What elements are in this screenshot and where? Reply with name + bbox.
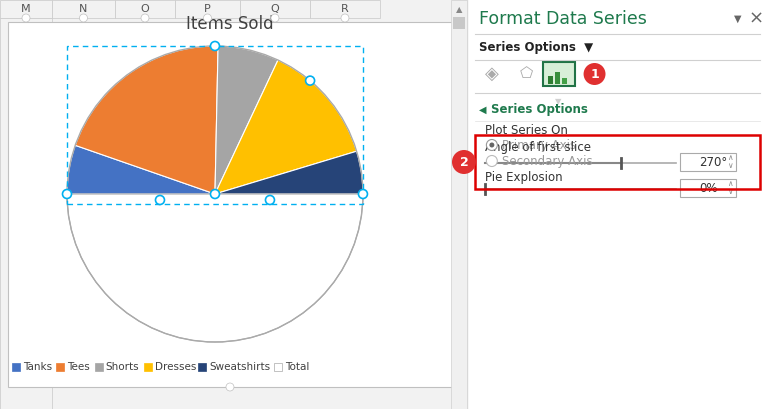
Circle shape: [271, 14, 279, 22]
Bar: [548, 76, 553, 84]
Bar: [144, 363, 152, 371]
Bar: [451, 0, 467, 409]
Bar: [12, 363, 20, 371]
Bar: [198, 363, 207, 371]
Bar: [554, 72, 560, 84]
Text: ▲: ▲: [455, 5, 462, 14]
Bar: [175, 0, 240, 18]
Bar: [310, 0, 380, 18]
Text: 1: 1: [590, 67, 599, 81]
Text: Q: Q: [270, 4, 280, 14]
Wedge shape: [215, 151, 363, 194]
Text: 0%: 0%: [699, 182, 718, 195]
Text: Secondary Axis: Secondary Axis: [502, 155, 592, 168]
Circle shape: [341, 14, 349, 22]
Text: Series Options: Series Options: [491, 103, 588, 117]
Bar: [680, 153, 736, 171]
Circle shape: [306, 76, 315, 85]
Wedge shape: [67, 194, 363, 342]
Text: ◀: ◀: [479, 105, 486, 115]
Text: Pie Explosion: Pie Explosion: [485, 171, 562, 184]
Bar: [475, 135, 760, 189]
Text: ◈: ◈: [485, 65, 498, 83]
Bar: [240, 0, 310, 18]
Bar: [67, 46, 363, 204]
Circle shape: [210, 189, 220, 198]
Bar: [561, 78, 567, 84]
Text: M: M: [22, 4, 31, 14]
Text: ▼: ▼: [734, 14, 742, 24]
Text: ∨: ∨: [727, 162, 733, 171]
Text: Shorts: Shorts: [106, 362, 140, 372]
Circle shape: [486, 139, 498, 151]
Bar: [94, 363, 103, 371]
Circle shape: [62, 189, 71, 198]
Bar: [273, 363, 282, 371]
Text: N: N: [79, 4, 88, 14]
Circle shape: [22, 14, 30, 22]
Text: ∧: ∧: [727, 153, 733, 162]
Bar: [56, 363, 64, 371]
Text: Tanks: Tanks: [23, 362, 52, 372]
Circle shape: [141, 14, 149, 22]
Bar: [453, 17, 465, 29]
Text: 270°: 270°: [699, 155, 727, 169]
Text: ∧: ∧: [727, 180, 733, 189]
Text: O: O: [141, 4, 149, 14]
Wedge shape: [215, 46, 278, 194]
Circle shape: [210, 41, 220, 50]
Bar: [0, 0, 52, 18]
Bar: [680, 179, 736, 197]
Circle shape: [80, 14, 88, 22]
Wedge shape: [67, 145, 215, 194]
Bar: [115, 0, 175, 18]
Bar: [543, 62, 574, 86]
Text: P: P: [204, 4, 211, 14]
Wedge shape: [215, 60, 356, 194]
Text: Format Data Series: Format Data Series: [479, 10, 647, 28]
Text: Items Sold: Items Sold: [186, 15, 273, 33]
Circle shape: [452, 150, 476, 174]
Circle shape: [359, 189, 367, 198]
Text: Tees: Tees: [67, 362, 90, 372]
Text: Sweatshirts: Sweatshirts: [210, 362, 270, 372]
Text: Plot Series On: Plot Series On: [485, 124, 568, 137]
Text: 2: 2: [459, 155, 468, 169]
Text: R: R: [341, 4, 349, 14]
Circle shape: [584, 63, 605, 85]
Circle shape: [486, 155, 498, 166]
Text: ∨: ∨: [727, 187, 733, 196]
Text: Dresses: Dresses: [155, 362, 197, 372]
Circle shape: [155, 196, 164, 204]
Bar: [52, 0, 115, 18]
Text: Angle of first slice: Angle of first slice: [485, 142, 591, 155]
Text: ▼: ▼: [555, 97, 562, 106]
Text: Total: Total: [285, 362, 309, 372]
Text: ×: ×: [749, 10, 763, 28]
Text: Primary Axis: Primary Axis: [502, 139, 576, 151]
Text: Series Options  ▼: Series Options ▼: [479, 40, 593, 54]
Circle shape: [226, 383, 234, 391]
Wedge shape: [75, 46, 218, 194]
Bar: [0, 18, 52, 409]
Bar: [8, 22, 453, 387]
Circle shape: [204, 14, 211, 22]
Circle shape: [489, 142, 495, 148]
Text: ⬠: ⬠: [520, 67, 534, 81]
Circle shape: [266, 196, 274, 204]
